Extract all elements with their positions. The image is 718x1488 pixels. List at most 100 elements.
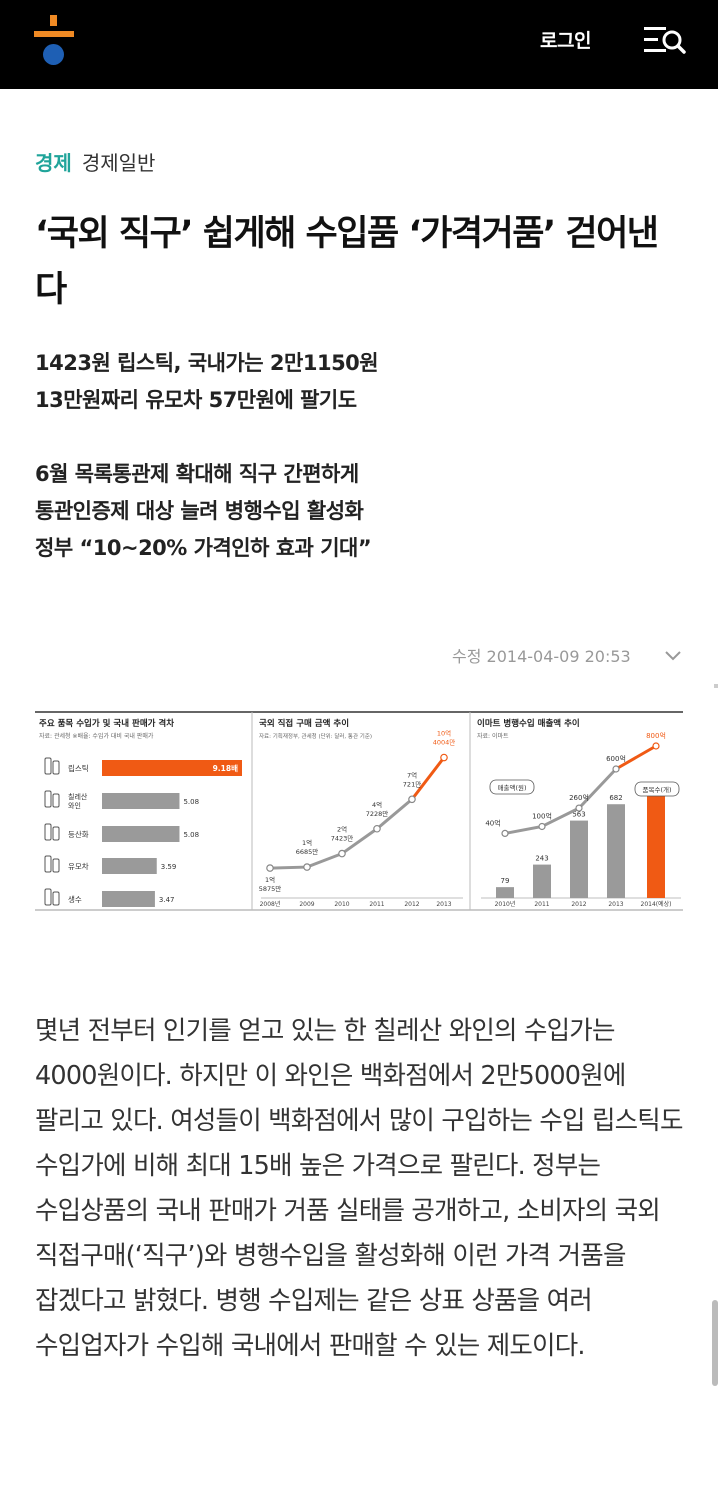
bar-value-label: 79 bbox=[501, 877, 510, 885]
data-point bbox=[652, 742, 660, 750]
bar-value-label: 243 bbox=[535, 855, 548, 863]
series-line-gray bbox=[504, 767, 618, 835]
subtitle-line: 정부 “10~20% 가격인하 효과 기대” bbox=[35, 536, 372, 560]
subtitle-line: 1423원 립스틱, 국내가는 2만1150원 bbox=[35, 351, 379, 375]
data-point bbox=[575, 804, 583, 812]
data-point bbox=[338, 849, 346, 858]
lipstick-icon bbox=[44, 757, 60, 775]
x-tick-label: 2012 bbox=[404, 901, 419, 908]
data-label: 800억 bbox=[646, 732, 666, 740]
x-tick-label: 2010년 bbox=[495, 900, 516, 908]
bar bbox=[102, 891, 155, 907]
data-label: 10억 bbox=[437, 730, 451, 738]
scrollbar-thumb[interactable] bbox=[712, 1300, 718, 1386]
x-tick-label: 2010 bbox=[334, 901, 349, 908]
x-tick-label: 2013 bbox=[608, 901, 623, 908]
chart-title: 주요 품목 수입가 및 국내 판매가 격차 bbox=[39, 718, 174, 729]
bar-value-label: 3.47 bbox=[159, 896, 175, 904]
modified-date: 수정 2014-04-09 20:53 bbox=[452, 647, 631, 666]
data-label: 600억 bbox=[606, 755, 626, 763]
subtitle-line: 통관인증제 대상 늘려 병행수입 활성화 bbox=[35, 499, 364, 523]
scroll-indicator-dot bbox=[714, 684, 718, 688]
bar bbox=[102, 793, 180, 809]
subcategory-link[interactable]: 경제일반 bbox=[81, 151, 156, 175]
section-label: 경제 경제일반 bbox=[35, 147, 155, 176]
data-label: 40억 bbox=[485, 819, 500, 827]
x-tick-label: 2014(예상) bbox=[641, 900, 672, 908]
data-label: 7억 bbox=[407, 771, 417, 779]
stroller-icon bbox=[44, 855, 60, 873]
article-body: 몇년 전부터 인기를 얻고 있는 한 칠레산 와인의 수입가는 4000원이다.… bbox=[35, 1016, 683, 1361]
chart-title: 국외 직접 구매 금액 추이 bbox=[259, 718, 349, 729]
chevron-down-icon[interactable] bbox=[664, 650, 682, 662]
bar bbox=[533, 864, 551, 898]
data-label: 7423만 bbox=[331, 834, 354, 843]
data-label: 1억 bbox=[265, 876, 275, 884]
bar-value-label: 3.59 bbox=[161, 863, 177, 871]
chart-subtitle: 자료: 이마트 bbox=[477, 732, 509, 740]
bar bbox=[607, 804, 625, 898]
site-logo[interactable] bbox=[34, 15, 74, 65]
bar bbox=[647, 794, 665, 898]
water-bottle-icon bbox=[44, 888, 60, 906]
data-label: 4004만 bbox=[433, 738, 456, 747]
bar-category-label: 유모차 bbox=[68, 862, 89, 871]
login-button[interactable]: 로그인 bbox=[540, 30, 591, 52]
data-label: 5875만 bbox=[259, 884, 282, 893]
bar bbox=[102, 826, 180, 842]
bar-value-label: 563 bbox=[572, 811, 585, 819]
menu-search-button[interactable] bbox=[642, 24, 688, 56]
bar bbox=[496, 887, 514, 898]
article-subtitles: 1423원 립스틱, 국내가는 2만1150원 13만원짜리 유모차 57만원에… bbox=[35, 345, 685, 567]
bar-category-label: 등산화 bbox=[68, 829, 89, 839]
bar bbox=[570, 820, 588, 898]
chart-title: 이마트 병행수입 매출액 추이 bbox=[477, 718, 580, 729]
series-line-orange bbox=[410, 756, 446, 801]
bar-category-label: 칠레산 bbox=[68, 792, 88, 801]
bar-value-label: 9.18배 bbox=[213, 763, 239, 773]
menu-search-icon bbox=[644, 27, 686, 54]
data-label: 6685만 bbox=[296, 847, 319, 856]
bar-category-label: 립스틱 bbox=[68, 763, 89, 773]
bar-category-label: 와인 bbox=[68, 801, 81, 810]
top-bar: 로그인 bbox=[0, 0, 718, 89]
x-tick-label: 2012 bbox=[571, 901, 586, 908]
chart-subtitle: 자료: 기획재정부, 관세청 (단위: 달러, 통관 기준) bbox=[259, 732, 372, 740]
chart-subtitle: 자료: 관세청 ※배율: 수입가 대비 국내 판매가 bbox=[39, 732, 154, 740]
data-point bbox=[266, 864, 274, 872]
data-label: 1억 bbox=[302, 839, 312, 847]
bar-value-label: 682 bbox=[609, 794, 622, 802]
logo-mark-top bbox=[50, 15, 57, 26]
svg-text:품목수(개): 품목수(개) bbox=[643, 785, 672, 794]
data-label: 721만 bbox=[403, 779, 421, 788]
logo-mark-dot bbox=[43, 44, 64, 65]
legend-sales: 매출액(원) bbox=[489, 779, 535, 795]
legend-count: 품목수(개) bbox=[634, 781, 680, 797]
bar bbox=[102, 760, 242, 776]
bar bbox=[102, 858, 157, 874]
logo-mark-bar bbox=[34, 31, 74, 37]
data-label: 2억 bbox=[337, 826, 347, 834]
data-point bbox=[303, 863, 311, 871]
category-link[interactable]: 경제 bbox=[35, 151, 72, 175]
x-tick-label: 2013 bbox=[436, 901, 451, 908]
subtitle-line: 6월 목록통관제 확대해 직구 간편하게 bbox=[35, 462, 359, 486]
data-label: 4억 bbox=[372, 801, 382, 809]
article-headline: ‘국외 직구’ 쉽게해 수입품 ‘가격거품’ 걷어낸다 bbox=[35, 214, 659, 310]
data-point bbox=[408, 795, 416, 804]
data-label: 260억 bbox=[569, 794, 589, 802]
wine-bottle-icon bbox=[44, 790, 60, 808]
x-tick-label: 2009 bbox=[299, 901, 314, 908]
x-tick-label: 2011 bbox=[369, 901, 384, 908]
x-tick-label: 2011 bbox=[534, 901, 549, 908]
bar-value-label: 5.08 bbox=[183, 831, 199, 839]
hiking-shoe-icon bbox=[44, 823, 60, 841]
data-point bbox=[373, 824, 381, 833]
x-tick-label: 2008년 bbox=[260, 900, 281, 908]
data-point bbox=[612, 765, 620, 773]
